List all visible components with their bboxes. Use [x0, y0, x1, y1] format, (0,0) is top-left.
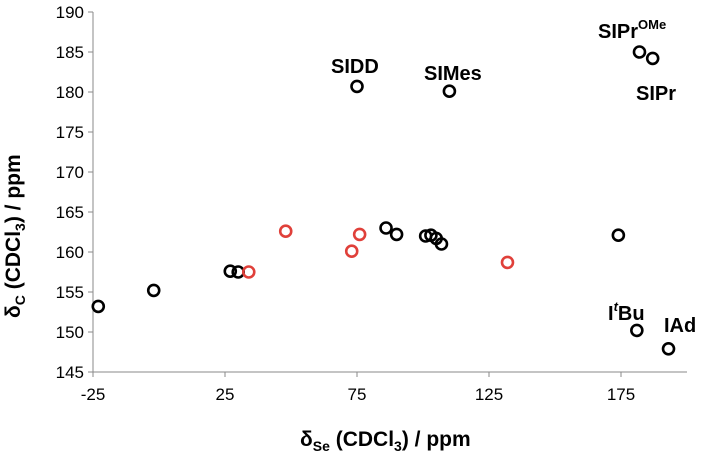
y-tick-label: 175	[56, 123, 84, 142]
y-tick-label: 155	[56, 283, 84, 302]
annotation-sipr-ome: SIPrOMe	[598, 17, 666, 43]
y-axis-title: δC (CDCl3) / ppm	[2, 154, 28, 318]
black-data-point	[630, 323, 644, 338]
data-points	[91, 45, 676, 356]
annotation-sipr: SIPr	[636, 83, 676, 105]
red-data-point	[241, 265, 256, 279]
annotation-simes: SIMes	[424, 63, 482, 85]
red-data-point	[352, 227, 367, 242]
x-tick-label: 25	[216, 385, 235, 404]
y-tick-label: 185	[56, 43, 84, 62]
black-data-point	[223, 264, 238, 279]
y-tick-label: 160	[56, 243, 84, 262]
black-data-point	[442, 84, 457, 98]
annotation-sidd: SIDD	[331, 56, 379, 78]
x-tick-label: 75	[348, 385, 367, 404]
annotation-itbu: ItBu	[608, 299, 645, 325]
y-tick-label: 170	[56, 163, 84, 182]
annotation-iad: IAd	[664, 315, 696, 337]
black-data-point	[632, 45, 647, 59]
red-data-point	[344, 244, 359, 258]
black-data-point	[350, 79, 364, 94]
black-data-point	[146, 283, 161, 298]
y-tick-label: 165	[56, 203, 84, 222]
axes	[88, 11, 687, 377]
black-data-point	[434, 237, 449, 251]
tick-labels: 145 150 155 160 165 170 175 180 185 190 -25 25 75 125…	[56, 3, 636, 404]
black-data-point	[91, 299, 106, 314]
red-data-point	[278, 224, 293, 238]
black-data-point	[645, 51, 660, 66]
black-data-point	[379, 221, 393, 235]
x-axis-title: δSe (CDCl3) / ppm	[300, 428, 471, 454]
black-data-point	[389, 227, 404, 242]
y-tick-label: 190	[56, 3, 84, 22]
x-tick-label: 175	[607, 385, 635, 404]
y-tick-label: 150	[56, 323, 84, 342]
y-tick-label: 180	[56, 83, 84, 102]
x-tick-label: 125	[475, 385, 503, 404]
black-data-point	[611, 228, 626, 242]
black-data-point	[661, 341, 676, 356]
x-tick-label: -25	[81, 385, 106, 404]
red-data-point	[500, 255, 515, 270]
y-tick-label: 145	[56, 363, 84, 382]
